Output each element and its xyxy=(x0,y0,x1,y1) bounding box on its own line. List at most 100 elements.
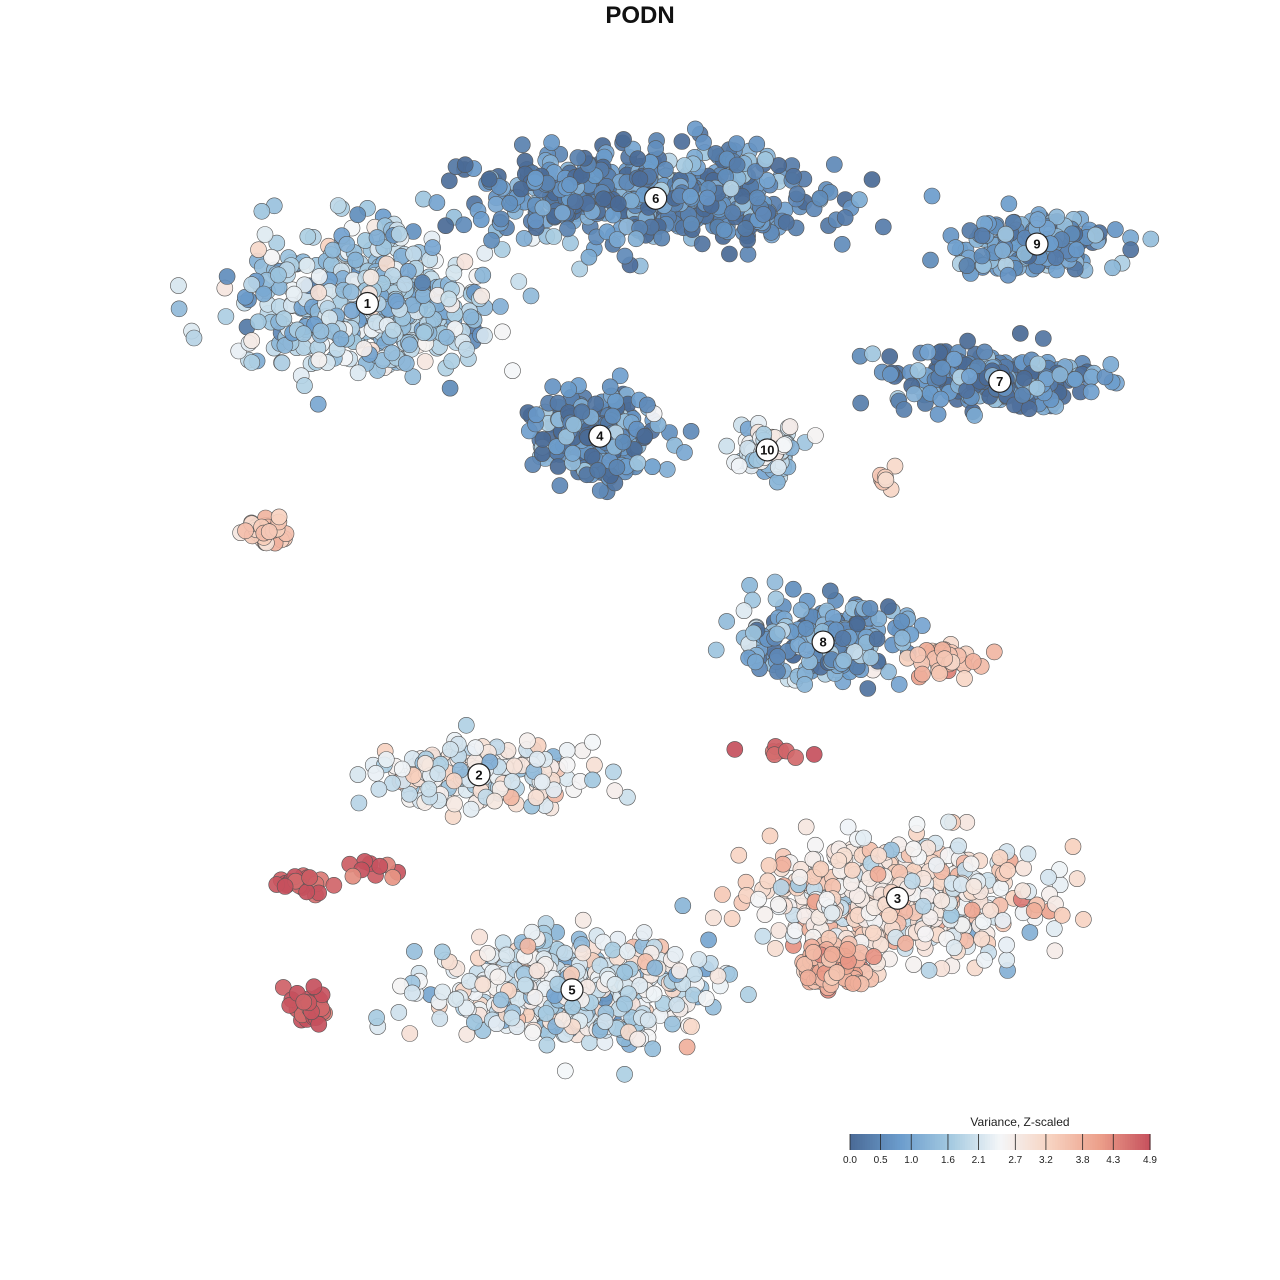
colorbar-segment xyxy=(1092,1134,1096,1150)
data-point xyxy=(559,220,576,238)
data-point xyxy=(243,354,261,371)
data-point xyxy=(747,163,764,180)
colorbar-segment xyxy=(952,1134,956,1150)
data-point xyxy=(973,227,991,245)
data-point xyxy=(645,985,663,1003)
data-point xyxy=(777,214,795,231)
data-point xyxy=(839,941,856,958)
colorbar-segment xyxy=(850,1134,854,1150)
data-point xyxy=(263,248,280,266)
cluster-labels: 1 2 3 4 5 6 7 8 9 10 xyxy=(355,186,1049,1002)
data-point xyxy=(791,868,809,886)
data-point xyxy=(616,963,634,981)
data-point xyxy=(393,760,411,778)
data-point xyxy=(349,766,367,783)
data-point xyxy=(270,508,288,526)
data-point xyxy=(933,892,950,909)
data-point xyxy=(929,405,947,423)
cluster-label-text: 10 xyxy=(760,442,774,457)
data-point xyxy=(519,732,536,750)
data-point xyxy=(1053,906,1071,924)
data-point xyxy=(276,878,294,895)
data-point xyxy=(368,1009,385,1027)
data-point xyxy=(383,344,401,362)
data-point xyxy=(769,663,786,680)
data-point xyxy=(387,292,405,310)
data-point xyxy=(959,332,976,350)
data-point xyxy=(446,795,463,813)
data-point xyxy=(349,206,367,223)
colorbar-segment xyxy=(990,1134,994,1150)
data-point xyxy=(445,772,463,790)
data-point xyxy=(848,615,866,633)
colorbar-segment xyxy=(905,1134,909,1150)
data-point xyxy=(367,764,385,782)
colorbar-segment xyxy=(1145,1134,1149,1150)
data-point xyxy=(748,189,766,207)
data-point xyxy=(256,226,274,243)
data-point xyxy=(566,193,584,210)
data-point xyxy=(370,780,388,798)
data-point xyxy=(682,215,700,233)
colorbar-segment xyxy=(972,1134,976,1150)
colorbar-segment xyxy=(890,1134,894,1150)
data-point xyxy=(748,135,766,153)
data-point xyxy=(438,328,455,346)
data-point xyxy=(755,206,772,223)
colorbar-segment xyxy=(1062,1134,1066,1150)
data-point xyxy=(1000,195,1018,213)
data-point xyxy=(545,228,563,245)
data-point xyxy=(629,150,647,167)
data-point xyxy=(1104,259,1121,277)
colorbar-segment xyxy=(985,1134,989,1150)
data-point xyxy=(919,343,937,361)
data-point xyxy=(718,437,736,455)
data-point xyxy=(589,461,607,479)
data-point xyxy=(644,1040,662,1058)
colorbar-tick-label: 3.8 xyxy=(1076,1155,1090,1166)
data-point xyxy=(523,923,541,941)
cluster-label-5: 5 xyxy=(560,978,584,1002)
colorbar-segment xyxy=(1072,1134,1076,1150)
data-point xyxy=(798,641,815,659)
colorbar-segment xyxy=(1000,1134,1004,1150)
data-point xyxy=(274,979,292,996)
data-point xyxy=(253,203,271,220)
data-point xyxy=(296,377,313,394)
colorbar-segment xyxy=(1030,1134,1034,1150)
data-point xyxy=(301,869,318,886)
colorbar-segment xyxy=(982,1134,986,1150)
data-point xyxy=(338,236,356,253)
data-point xyxy=(859,680,877,697)
data-point xyxy=(608,231,626,248)
colorbar-segment xyxy=(1127,1134,1131,1150)
data-point xyxy=(881,348,899,365)
data-point xyxy=(474,976,492,993)
data-point xyxy=(397,355,415,372)
data-point xyxy=(683,1018,700,1035)
data-point xyxy=(877,471,895,489)
data-point xyxy=(973,247,991,265)
cluster-marker xyxy=(811,630,835,654)
colorbar-segment xyxy=(1037,1134,1041,1150)
data-point xyxy=(428,194,446,211)
data-point xyxy=(994,912,1012,929)
cluster-label-text: 8 xyxy=(819,635,826,650)
data-point xyxy=(476,327,493,345)
data-point xyxy=(424,239,441,256)
colorbar-tick-label: 0.5 xyxy=(874,1155,888,1166)
colorbar-segment xyxy=(895,1134,899,1150)
data-point xyxy=(404,368,422,386)
data-point xyxy=(973,930,990,948)
data-point xyxy=(604,941,622,959)
data-point xyxy=(833,236,851,253)
cluster-label-9: 9 xyxy=(1025,232,1049,256)
points-layer xyxy=(170,120,1160,1083)
data-point xyxy=(908,816,926,833)
data-point xyxy=(584,733,601,751)
data-point xyxy=(785,168,802,185)
data-point xyxy=(864,345,881,363)
data-point xyxy=(739,246,757,263)
data-point xyxy=(270,266,287,284)
